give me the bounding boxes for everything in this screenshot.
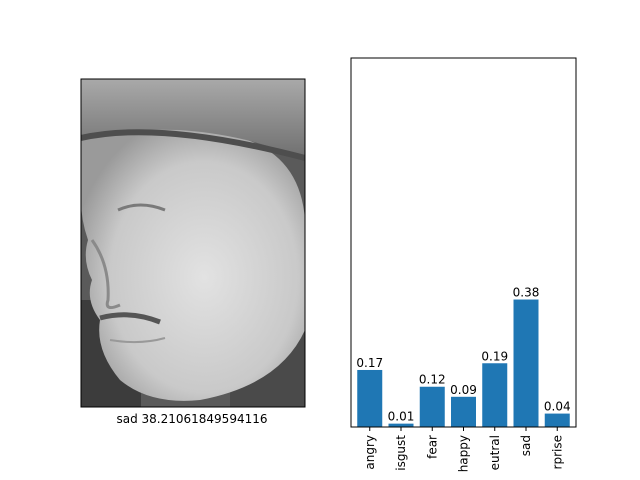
prediction-caption: sad 38.21061849594116 bbox=[116, 412, 267, 426]
x-tick-label: fear bbox=[425, 435, 439, 459]
x-tick-label: sad bbox=[519, 435, 533, 456]
bar-rprise bbox=[544, 413, 570, 427]
bar-value-label: 0.09 bbox=[450, 383, 477, 397]
bar-value-label: 0.12 bbox=[419, 373, 446, 387]
bar-happy bbox=[451, 396, 476, 427]
face-photo bbox=[81, 79, 305, 407]
bar-fear bbox=[419, 386, 445, 427]
x-tick-label: eutral bbox=[488, 435, 502, 470]
bar-value-label: 0.01 bbox=[388, 410, 415, 424]
bar-sad bbox=[513, 299, 539, 427]
bar-value-label: 0.04 bbox=[544, 400, 571, 414]
emotion-bar-chart: 0.17 angry 0.01 isgust 0.12 fear 0.09 happy 0.19… bbox=[350, 57, 577, 472]
bar-isgust bbox=[388, 423, 414, 427]
bar-value-label: 0.38 bbox=[513, 286, 540, 300]
bar-value-label: 0.17 bbox=[356, 356, 383, 370]
x-tick-label: angry bbox=[363, 435, 377, 470]
bar-eutral bbox=[482, 363, 508, 427]
x-tick-label: rprise bbox=[550, 435, 564, 469]
chart-axes-frame bbox=[350, 57, 577, 428]
photo-frame bbox=[80, 78, 306, 408]
x-tick-label: happy bbox=[457, 435, 471, 472]
x-tick-label: isgust bbox=[394, 435, 408, 471]
bar-value-label: 0.19 bbox=[481, 349, 508, 363]
bar-angry bbox=[357, 369, 383, 427]
